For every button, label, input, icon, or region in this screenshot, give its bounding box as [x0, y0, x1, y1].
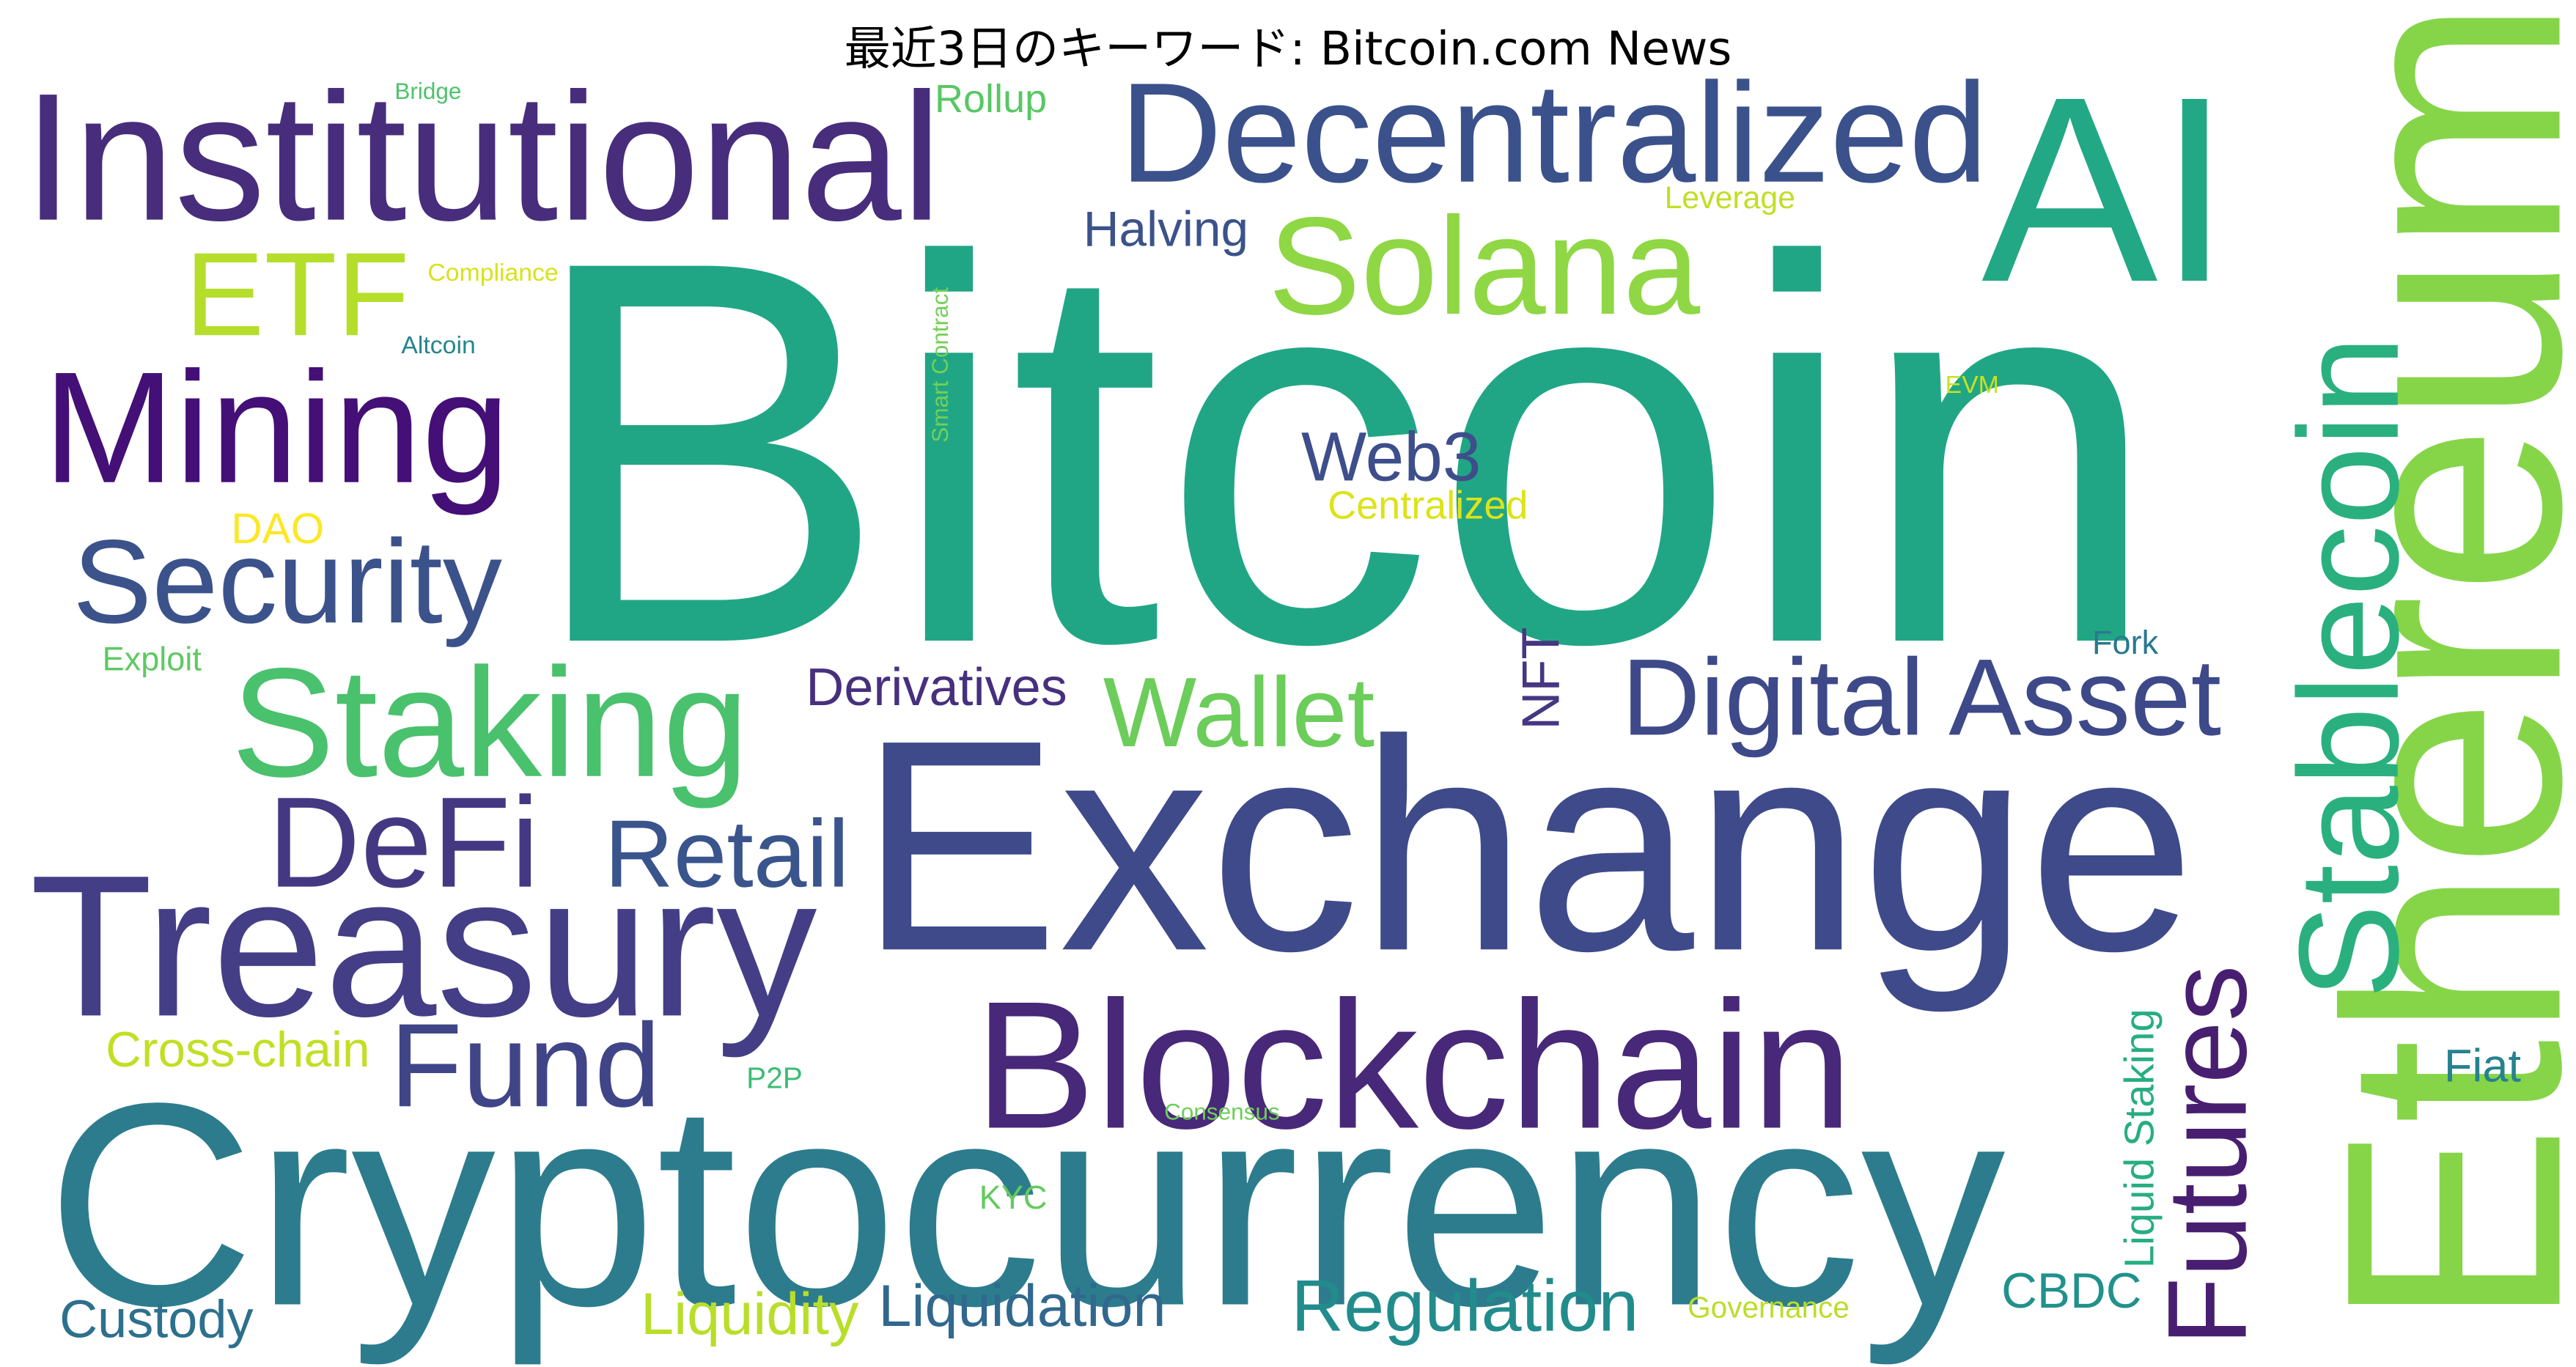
word-exchange: Exchange	[858, 677, 2195, 1015]
word-derivatives: Derivatives	[806, 658, 1067, 717]
word-cbdc: CBDC	[2001, 1264, 2141, 1319]
word-rollup: Rollup	[935, 77, 1047, 121]
word-institutional: Institutional	[23, 56, 942, 259]
word-governance: Governance	[1688, 1291, 1850, 1324]
word-altcoin: Altcoin	[401, 331, 475, 359]
word-security: Security	[73, 515, 502, 648]
word-liquidity: Liquidity	[641, 1281, 859, 1347]
word-custody: Custody	[59, 1291, 253, 1349]
word-solana: Solana	[1268, 189, 1701, 344]
word-compliance: Compliance	[427, 259, 558, 287]
word-web3: Web3	[1301, 419, 1481, 496]
word-treasury: Treasury	[30, 833, 817, 1059]
word-wallet: Wallet	[1103, 657, 1375, 767]
word-ethereum: Ethereum	[2282, 0, 2576, 1329]
word-cross-chain: Cross-chain	[106, 1023, 369, 1077]
word-etf: ETF	[185, 228, 409, 361]
word-halving: Halving	[1083, 202, 1248, 257]
word-kyc: KYC	[979, 1179, 1048, 1216]
word-fund: Fund	[390, 999, 661, 1132]
word-decentralized: Decentralized	[1119, 54, 1987, 213]
chart-title: 最近3日のキーワード: Bitcoin.com News	[844, 21, 1732, 76]
word-p2p: P2P	[746, 1061, 803, 1094]
word-defi: DeFi	[268, 771, 540, 915]
word-blockchain: Blockchain	[974, 964, 1852, 1167]
word-regulation: Regulation	[1292, 1266, 1639, 1347]
word-ai: AI	[1981, 43, 2231, 337]
word-digital-asset: Digital Asset	[1622, 635, 2221, 758]
word-centralized: Centralized	[1328, 483, 1528, 527]
word-evm: EVM	[1946, 371, 1999, 399]
word-mining: Mining	[43, 339, 510, 516]
word-fiat: Fiat	[2444, 1040, 2522, 1091]
word-bitcoin: Bitcoin	[525, 147, 2160, 756]
word-consensus: Consensus	[1164, 1098, 1280, 1124]
word-liquid-staking: Liquid Staking	[2116, 1009, 2162, 1268]
word-exploit: Exploit	[103, 641, 202, 678]
word-bridge: Bridge	[394, 78, 461, 104]
word-leverage: Leverage	[1665, 180, 1795, 215]
word-dao: DAO	[231, 505, 324, 553]
word-retail: Retail	[604, 800, 849, 907]
word-smart-contract: Smart Contract	[927, 287, 953, 443]
word-futures: Futures	[2145, 965, 2270, 1346]
word-cryptocurrency: Cryptocurrency	[46, 1043, 2006, 1367]
word-fork: Fork	[2092, 624, 2159, 661]
word-staking: Staking	[231, 635, 748, 809]
word-liquidation: Liquidation	[878, 1273, 1166, 1339]
word-nft: NFT	[1512, 627, 1570, 730]
word-stablecoin: Stablecoin	[2270, 336, 2429, 999]
